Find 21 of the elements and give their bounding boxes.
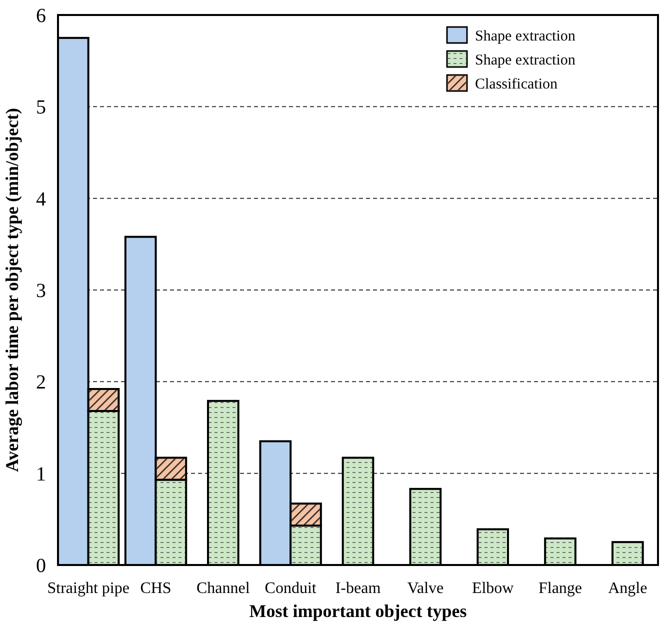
y-tick-label: 0	[36, 555, 46, 577]
x-tick-label: Conduit	[264, 580, 317, 597]
y-tick-label: 3	[36, 280, 46, 302]
x-tick-label: Channel	[196, 580, 250, 597]
x-tick-label: I-beam	[335, 580, 382, 597]
y-tick-label: 6	[36, 5, 46, 27]
x-tick-label: Valve	[407, 580, 444, 597]
legend-label: Shape extraction	[475, 28, 576, 44]
y-axis-title: Average labor time per object type (min/object)	[2, 108, 22, 472]
x-axis-title: Most important object types	[249, 601, 467, 621]
y-tick-label: 5	[36, 96, 46, 119]
x-tick-label: Angle	[608, 580, 648, 597]
y-tick-label: 1	[36, 463, 46, 486]
y-tick-label: 4	[36, 188, 46, 210]
x-tick-label: CHS	[140, 580, 172, 597]
x-tick-label: Elbow	[472, 580, 514, 597]
legend-label: Classification	[475, 76, 558, 92]
legend-label: Shape extraction	[475, 52, 576, 68]
x-tick-label: Straight pipe	[47, 580, 130, 597]
x-tick-label: Flange	[538, 580, 582, 597]
y-tick-label: 2	[36, 372, 46, 394]
